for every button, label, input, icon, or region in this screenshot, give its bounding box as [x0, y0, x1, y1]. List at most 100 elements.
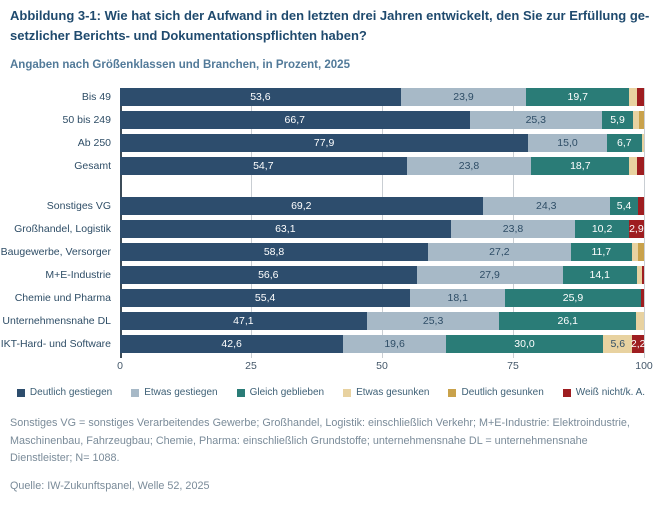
bar-segment: 63,1: [120, 220, 451, 239]
bar-segment: 5,9: [602, 111, 633, 130]
bar-value-label: 56,6: [258, 269, 279, 282]
legend-swatch: [236, 388, 245, 397]
category-label: Bis 49: [81, 91, 111, 104]
bar-segment: 27,9: [416, 266, 563, 285]
category-label: Unternehmensnahe DL: [2, 315, 111, 328]
bar-row: Bis 49 53,6 23,9 19,7: [82, 88, 644, 107]
bar-segment: 24,3: [482, 197, 610, 216]
legend-item: Etwas gesunken: [343, 387, 429, 398]
bar-row: Baugewerbe, Versorger 58,8 27,2 11,7: [1, 243, 644, 262]
bar-segment: [631, 243, 639, 262]
bar-segment: [629, 88, 638, 107]
figure-title: Abbildung 3-1: Wie hat sich der Aufwand …: [10, 6, 652, 46]
bar-segment: [637, 88, 644, 107]
bar-segment: 18,7: [531, 157, 630, 176]
bar-value-label: 18,1: [447, 292, 468, 305]
bar-value-label: 5,4: [616, 200, 632, 213]
bar-segment: [638, 197, 644, 216]
legend-swatch: [16, 388, 25, 397]
category-label: Ab 250: [77, 137, 111, 150]
source-text: Quelle: IW-Zukunftspanel, Welle 52, 2025: [10, 480, 210, 493]
x-tick-label: 75: [507, 360, 519, 373]
x-tick-label: 25: [245, 360, 257, 373]
bar-value-label: 2,2: [630, 338, 646, 351]
bar-value-label: 54,7: [253, 160, 274, 173]
bar-segment: 23,9: [400, 88, 527, 107]
bar-segment: 47,1: [120, 312, 367, 331]
bar-segment: [636, 312, 644, 331]
bar-segment: 54,7: [120, 157, 407, 176]
bar-value-label: 66,7: [284, 114, 305, 127]
bar-rows: Bis 49 53,6 23,9 19,7 50 bis 249 66,7 25,3 5,9 A…: [1, 88, 646, 354]
category-label: 50 bis 249: [62, 114, 111, 127]
bar-segment: [638, 243, 644, 262]
bar-value-label: 24,3: [536, 200, 557, 213]
category-label: Chemie und Pharma: [14, 292, 111, 305]
bar-value-label: 18,7: [570, 160, 591, 173]
bar-value-label: 19,7: [567, 91, 588, 104]
bar-value-label: 6,7: [617, 137, 632, 150]
bar-segment: 25,3: [469, 111, 603, 130]
bar-row: IKT-Hard- und Software 42,6 19,6 30,0 5,6 2,2: [1, 335, 646, 354]
bar-segment: 2,2: [630, 335, 646, 354]
bar-row: Ab 250 77,9 15,0 6,7: [78, 134, 644, 153]
bar-segment: 10,2: [575, 220, 629, 239]
bar-value-label: 27,9: [479, 269, 500, 282]
bar-segment: 58,8: [120, 243, 429, 262]
x-tick-label: 0: [117, 360, 123, 373]
bar-value-label: 11,7: [591, 246, 612, 259]
bar-segment: [637, 157, 644, 176]
bar-segment: 42,6: [120, 335, 344, 354]
bar-segment: 14,1: [562, 266, 637, 285]
bar-row: Unternehmensnahe DL 47,1 25,3 26,1: [2, 312, 644, 331]
bar-row: M+E-Industrie 56,6 27,9 14,1: [45, 266, 644, 285]
bar-value-label: 23,8: [458, 160, 480, 173]
bar-value-label: 23,8: [502, 223, 524, 236]
category-label: Großhandel, Logistik: [14, 223, 111, 236]
legend-label: Etwas gestiegen: [144, 387, 218, 399]
bar-segment: [640, 289, 644, 308]
bar-value-label: 42,6: [221, 338, 242, 351]
legend-label: Weiß nicht/k. A.: [575, 387, 646, 399]
bar-value-label: 69,2: [291, 200, 312, 213]
category-label: M+E-Industrie: [45, 269, 111, 282]
legend-label: Etwas gesunken: [356, 387, 430, 399]
legend-item: Weiß nicht/k. A.: [562, 387, 646, 399]
bar-value-label: 5,6: [610, 338, 626, 351]
category-label: Gesamt: [74, 160, 111, 173]
legend-item: Gleich geblieben: [236, 387, 324, 398]
bar-segment: 26,1: [499, 312, 637, 331]
bar-segment: [632, 111, 640, 130]
bar-row: 50 bis 249 66,7 25,3 5,9: [63, 111, 644, 130]
bar-segment: [641, 134, 644, 153]
bar-segment: 5,4: [609, 197, 639, 216]
figure-title-line1: Abbildung 3-1: Wie hat sich der Aufwand …: [10, 8, 650, 23]
bar-value-label: 5,9: [610, 114, 625, 127]
x-axis: 0 25 50 75 100: [117, 358, 653, 376]
stacked-bar-chart: Bis 49 53,6 23,9 19,7 50 bis 249 66,7 25,3 5,9 A…: [1, 88, 653, 376]
bar-value-label: 10,2: [591, 223, 613, 236]
bar-segment: 5,6: [603, 335, 633, 354]
bar-segment: 66,7: [120, 111, 470, 130]
bar-segment: 2,9: [628, 220, 644, 239]
bar-value-label: 27,2: [489, 246, 510, 259]
bar-segment: [636, 266, 642, 285]
legend-swatch: [343, 388, 352, 397]
legend-swatch: [131, 388, 140, 397]
bar-segment: 23,8: [406, 157, 532, 176]
legend-item: Etwas gestiegen: [131, 387, 218, 399]
bar-segment: 25,9: [505, 289, 641, 308]
bar-segment: [639, 111, 644, 130]
legend-swatch: [448, 388, 457, 397]
bar-row: Gesamt 54,7 23,8 18,7: [74, 157, 644, 176]
bar-row: Sonstiges VG 69,2 24,3 5,4: [47, 197, 644, 216]
bar-value-label: 30,0: [514, 338, 535, 351]
bar-segment: 69,2: [120, 197, 483, 216]
bar-value-label: 25,9: [562, 292, 584, 305]
bar-segment: 15,0: [528, 134, 607, 153]
bar-segment: 25,3: [366, 312, 500, 331]
category-label: Sonstiges VG: [46, 200, 111, 213]
legend-swatch: [562, 388, 571, 397]
bar-segment: [641, 266, 644, 285]
bar-value-label: 14,1: [589, 269, 610, 282]
